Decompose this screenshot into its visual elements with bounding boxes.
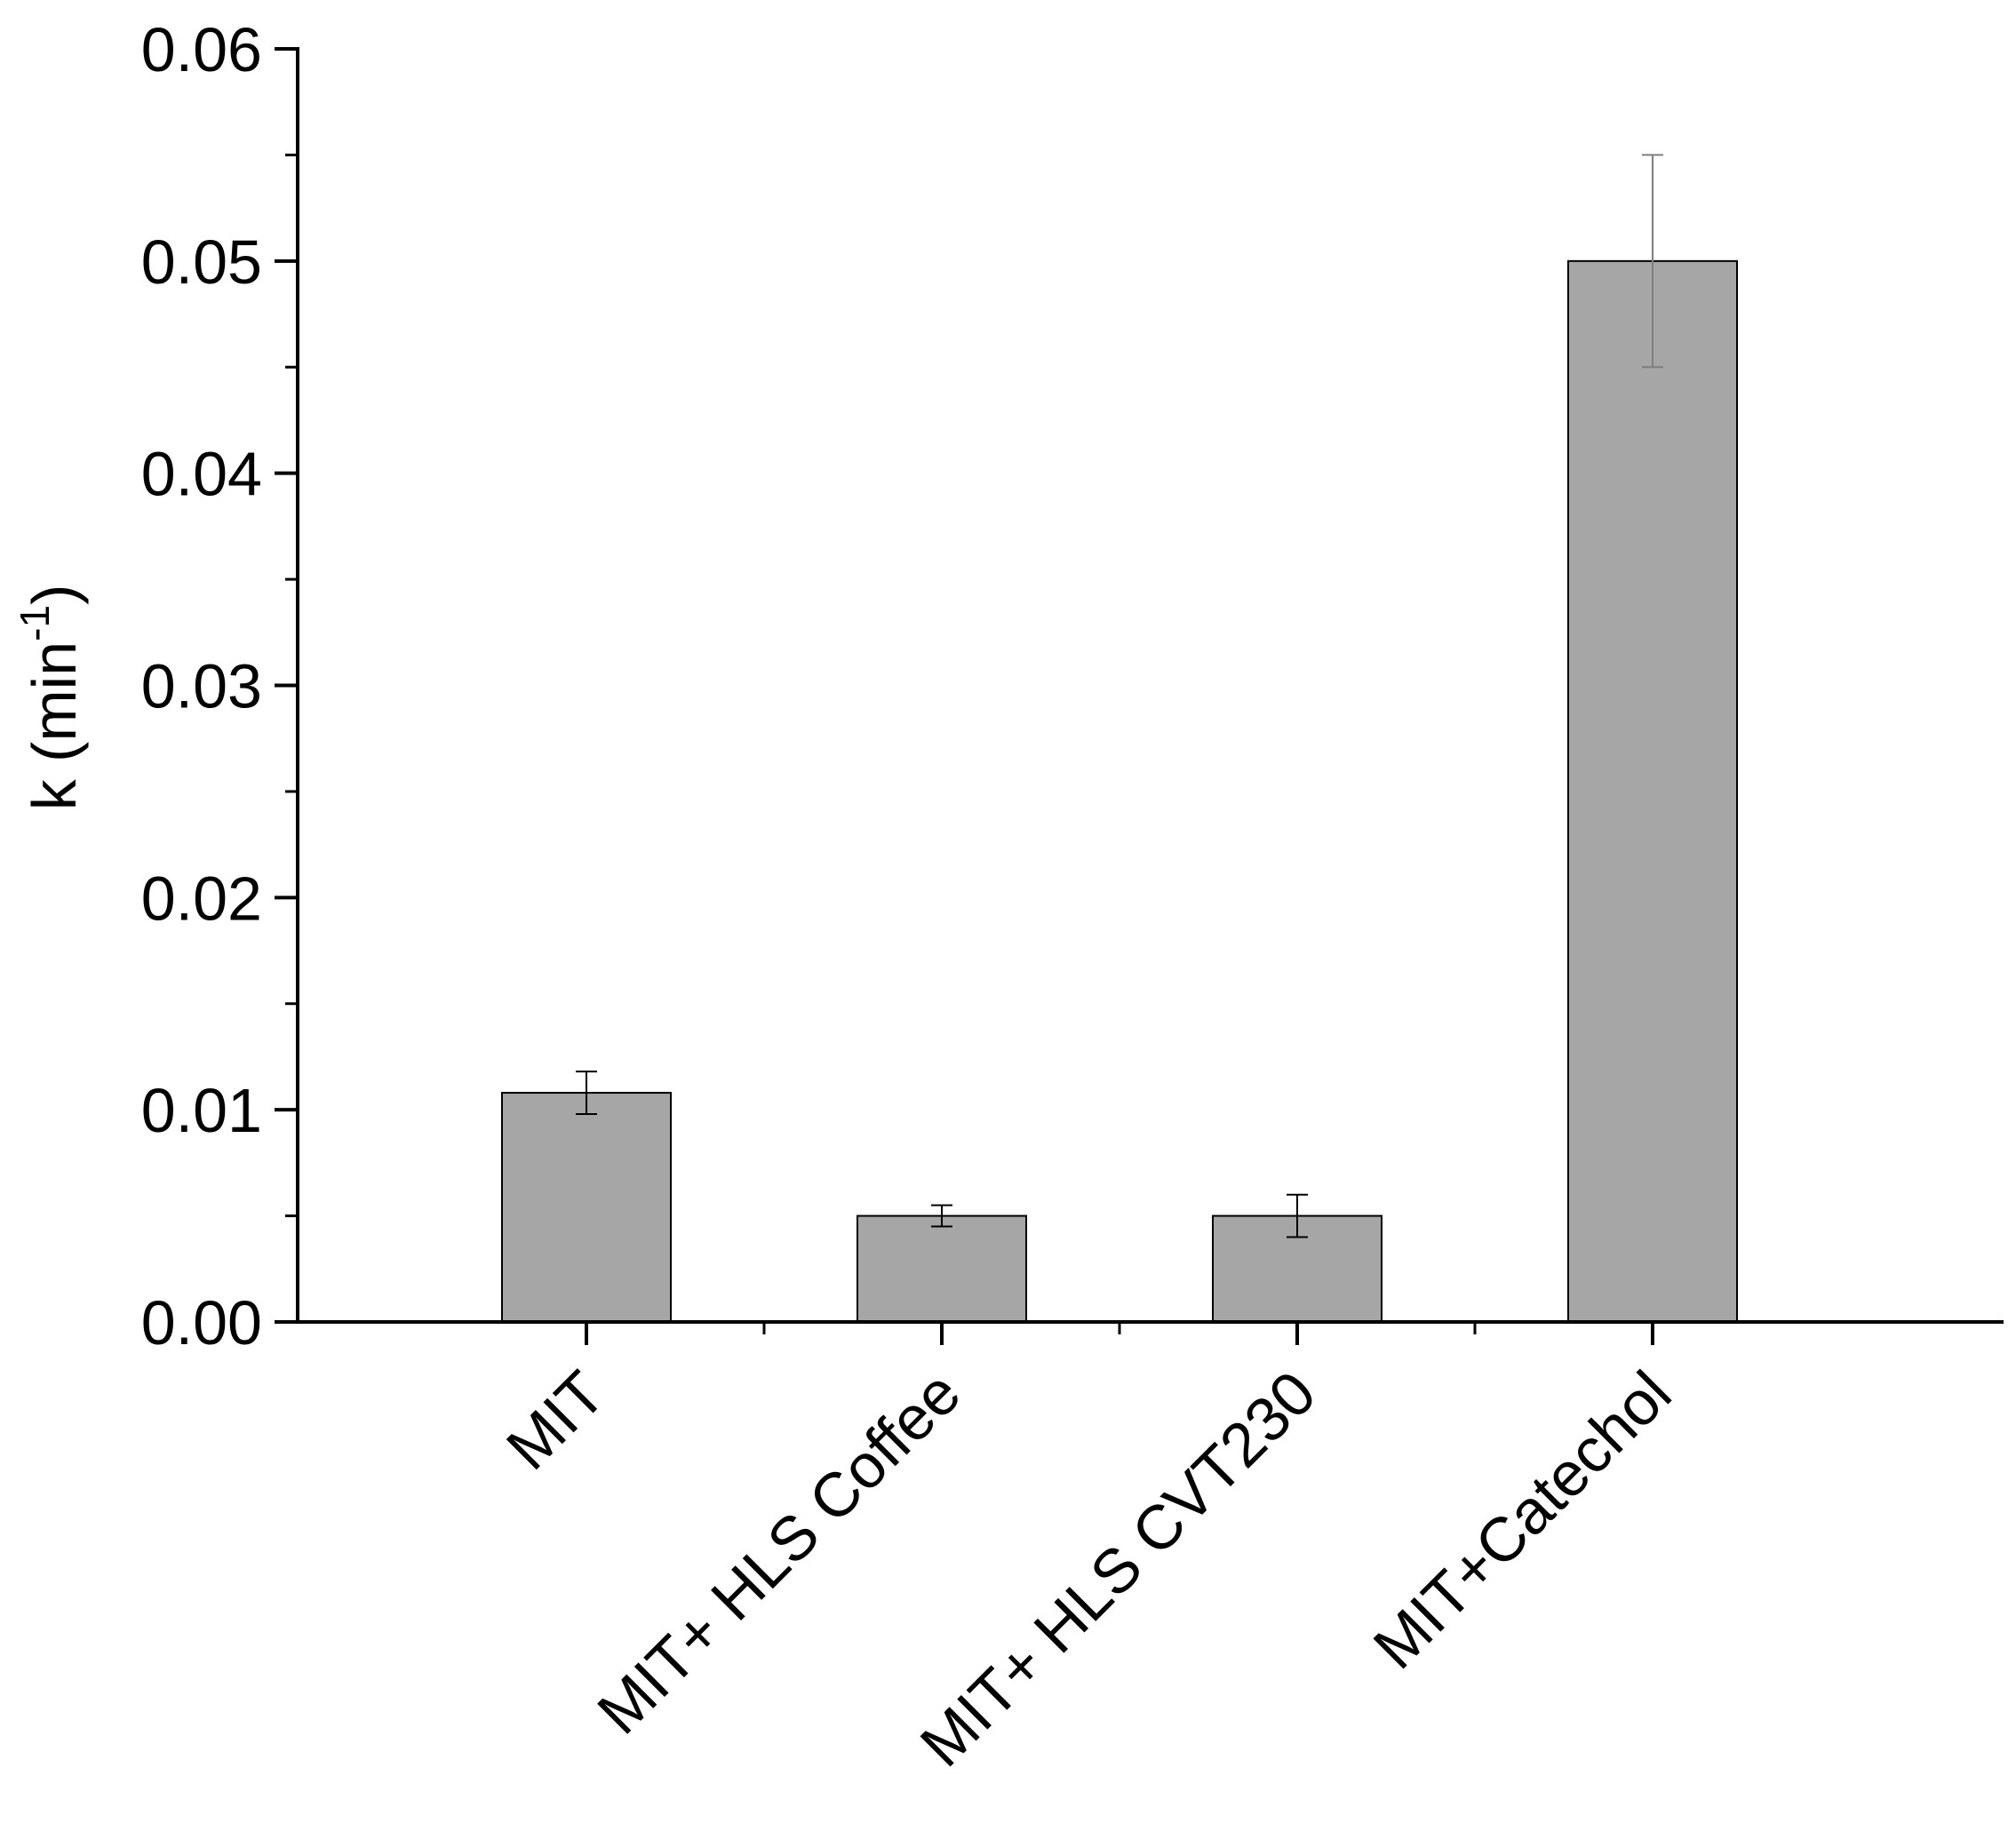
axes-layer (275, 47, 2004, 1345)
y-tick-label: 0.00 (141, 1288, 262, 1357)
y-tick-label: 0.04 (141, 440, 262, 509)
y-axis-title-close: ) (20, 585, 89, 605)
x-category-label: MIT+ HLS Coffee (585, 1357, 974, 1747)
y-axis-title-base: k (min (20, 641, 89, 811)
error-bar-2 (931, 1204, 952, 1228)
x-category-label: MIT (493, 1357, 618, 1482)
error-bar-4 (1642, 154, 1663, 369)
bars-layer (501, 259, 1738, 1324)
y-tick-label: 0.05 (141, 227, 262, 297)
y-tick-label: 0.03 (141, 652, 262, 721)
bar-1 (501, 1092, 672, 1324)
y-tick-label: 0.02 (141, 864, 262, 933)
x-category-label: MIT+Catechol (1360, 1357, 1685, 1682)
y-axis-title: k (min-1) (12, 585, 89, 811)
error-bars-layer (576, 154, 1663, 1238)
y-tick-label: 0.01 (141, 1076, 262, 1145)
x-category-label: MIT+ HLS CVT230 (907, 1357, 1329, 1779)
bar-2 (857, 1214, 1027, 1324)
y-tick-label: 0.06 (141, 15, 262, 84)
y-axis-title-superscript: -1 (12, 605, 58, 641)
error-bar-3 (1287, 1193, 1308, 1238)
bar-4 (1567, 259, 1738, 1323)
error-bar-1 (576, 1071, 597, 1115)
